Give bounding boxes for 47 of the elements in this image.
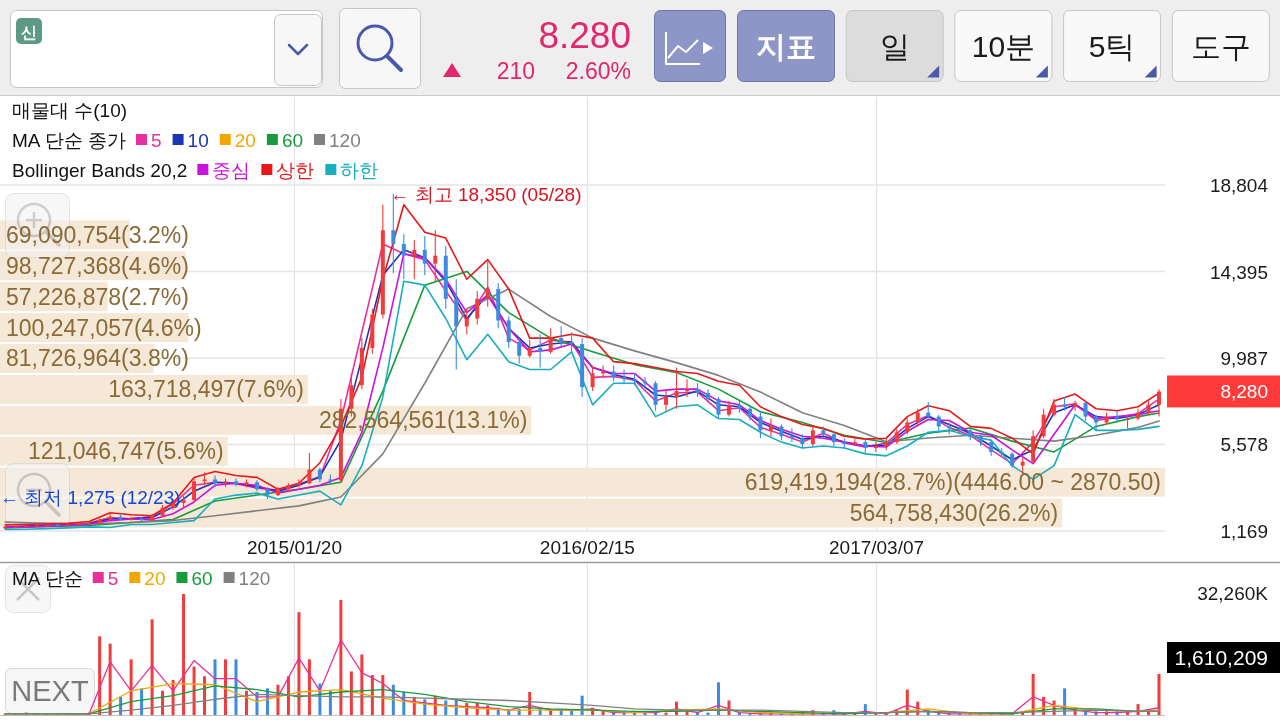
legend-label: 120: [329, 130, 361, 151]
legend-label: 60: [191, 568, 213, 589]
x-tick-label: 2017/03/07: [829, 537, 925, 558]
text: 2.60%: [565, 58, 631, 84]
legend-label: 60: [281, 130, 304, 151]
y-tick-label: 9,987: [1220, 347, 1268, 369]
annotation: NEXT: [11, 675, 89, 707]
x-tick-label: 2015/01/20: [246, 537, 342, 558]
data-label: 69,090,754(3.2%): [6, 221, 189, 248]
y-tick-label: 1,169: [1220, 521, 1268, 542]
legend-label: 10: [187, 130, 209, 151]
annotation: ← 최고 18,350 (05/28): [390, 183, 582, 205]
text: 8,280: [1220, 381, 1268, 403]
legend-label: 중심: [212, 160, 251, 181]
legend-label: 5: [151, 130, 162, 151]
y-tick-label: 18,804: [1209, 175, 1269, 196]
legend-label: 20: [234, 130, 256, 151]
data-label: 98,727,368(4.6%): [6, 252, 189, 279]
text: 32,260K: [1197, 583, 1269, 604]
text: 1,610,209: [1174, 646, 1268, 669]
data-label: 81,726,964(3.8%): [6, 345, 189, 372]
x-tick-label: 2016/02/15: [539, 537, 635, 558]
text: 210: [496, 58, 535, 84]
data-label: 57,226,878(2.7%): [6, 283, 189, 310]
data-label: 619,419,194(28.7%)(4446.00 ~ 2870.50): [744, 469, 1161, 496]
legend-label: 120: [238, 568, 271, 589]
legend-label: 하한: [340, 160, 379, 181]
legend-label: 20: [144, 568, 166, 589]
legend-label: 5: [107, 568, 119, 589]
text: 10분: [971, 29, 1036, 63]
legend-title: MA 단순 종가: [12, 130, 127, 151]
text: Bollinger Bands 20,2: [12, 160, 188, 181]
text: 8.280: [538, 15, 631, 56]
y-tick-label: 14,395: [1209, 261, 1268, 283]
legend-label: 상한: [276, 160, 315, 181]
text: 도구: [1190, 29, 1251, 63]
legend-title: MA 단순: [12, 568, 83, 589]
text: 일: [879, 29, 910, 63]
chart-title: 매물대 수(10): [12, 100, 128, 121]
text: 지표: [756, 29, 816, 63]
data-label: 564,758,430(26.2%): [849, 500, 1059, 527]
data-label: 121,046,747(5.6%): [28, 438, 224, 465]
text: 5틱: [1088, 29, 1136, 63]
data-label: 100,247,057(4.6%): [6, 314, 202, 341]
y-tick-label: 5,578: [1220, 434, 1268, 456]
text: 신: [21, 23, 37, 41]
data-label: 163,718,497(7.6%): [108, 376, 304, 403]
